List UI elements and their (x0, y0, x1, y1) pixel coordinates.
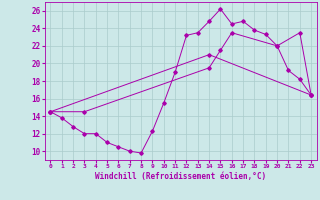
X-axis label: Windchill (Refroidissement éolien,°C): Windchill (Refroidissement éolien,°C) (95, 172, 266, 181)
